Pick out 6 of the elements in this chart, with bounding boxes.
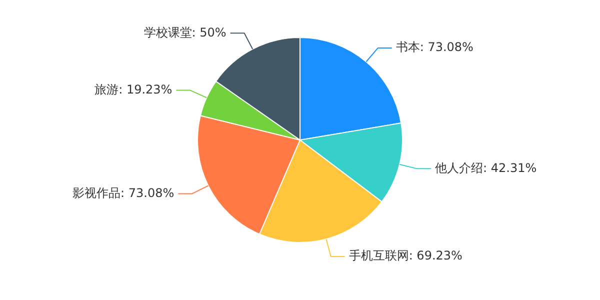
- slice-label: 影视作品: 73.08%: [72, 186, 174, 200]
- slice-label: 手机互联网: 69.23%: [348, 248, 462, 263]
- slice-label: 书本: 73.08%: [396, 40, 474, 54]
- slice-label: 旅游: 19.23%: [94, 82, 172, 96]
- slice-label: 学校课堂: 50%: [144, 25, 226, 40]
- slice-label: 他人介绍: 42.31%: [435, 160, 537, 175]
